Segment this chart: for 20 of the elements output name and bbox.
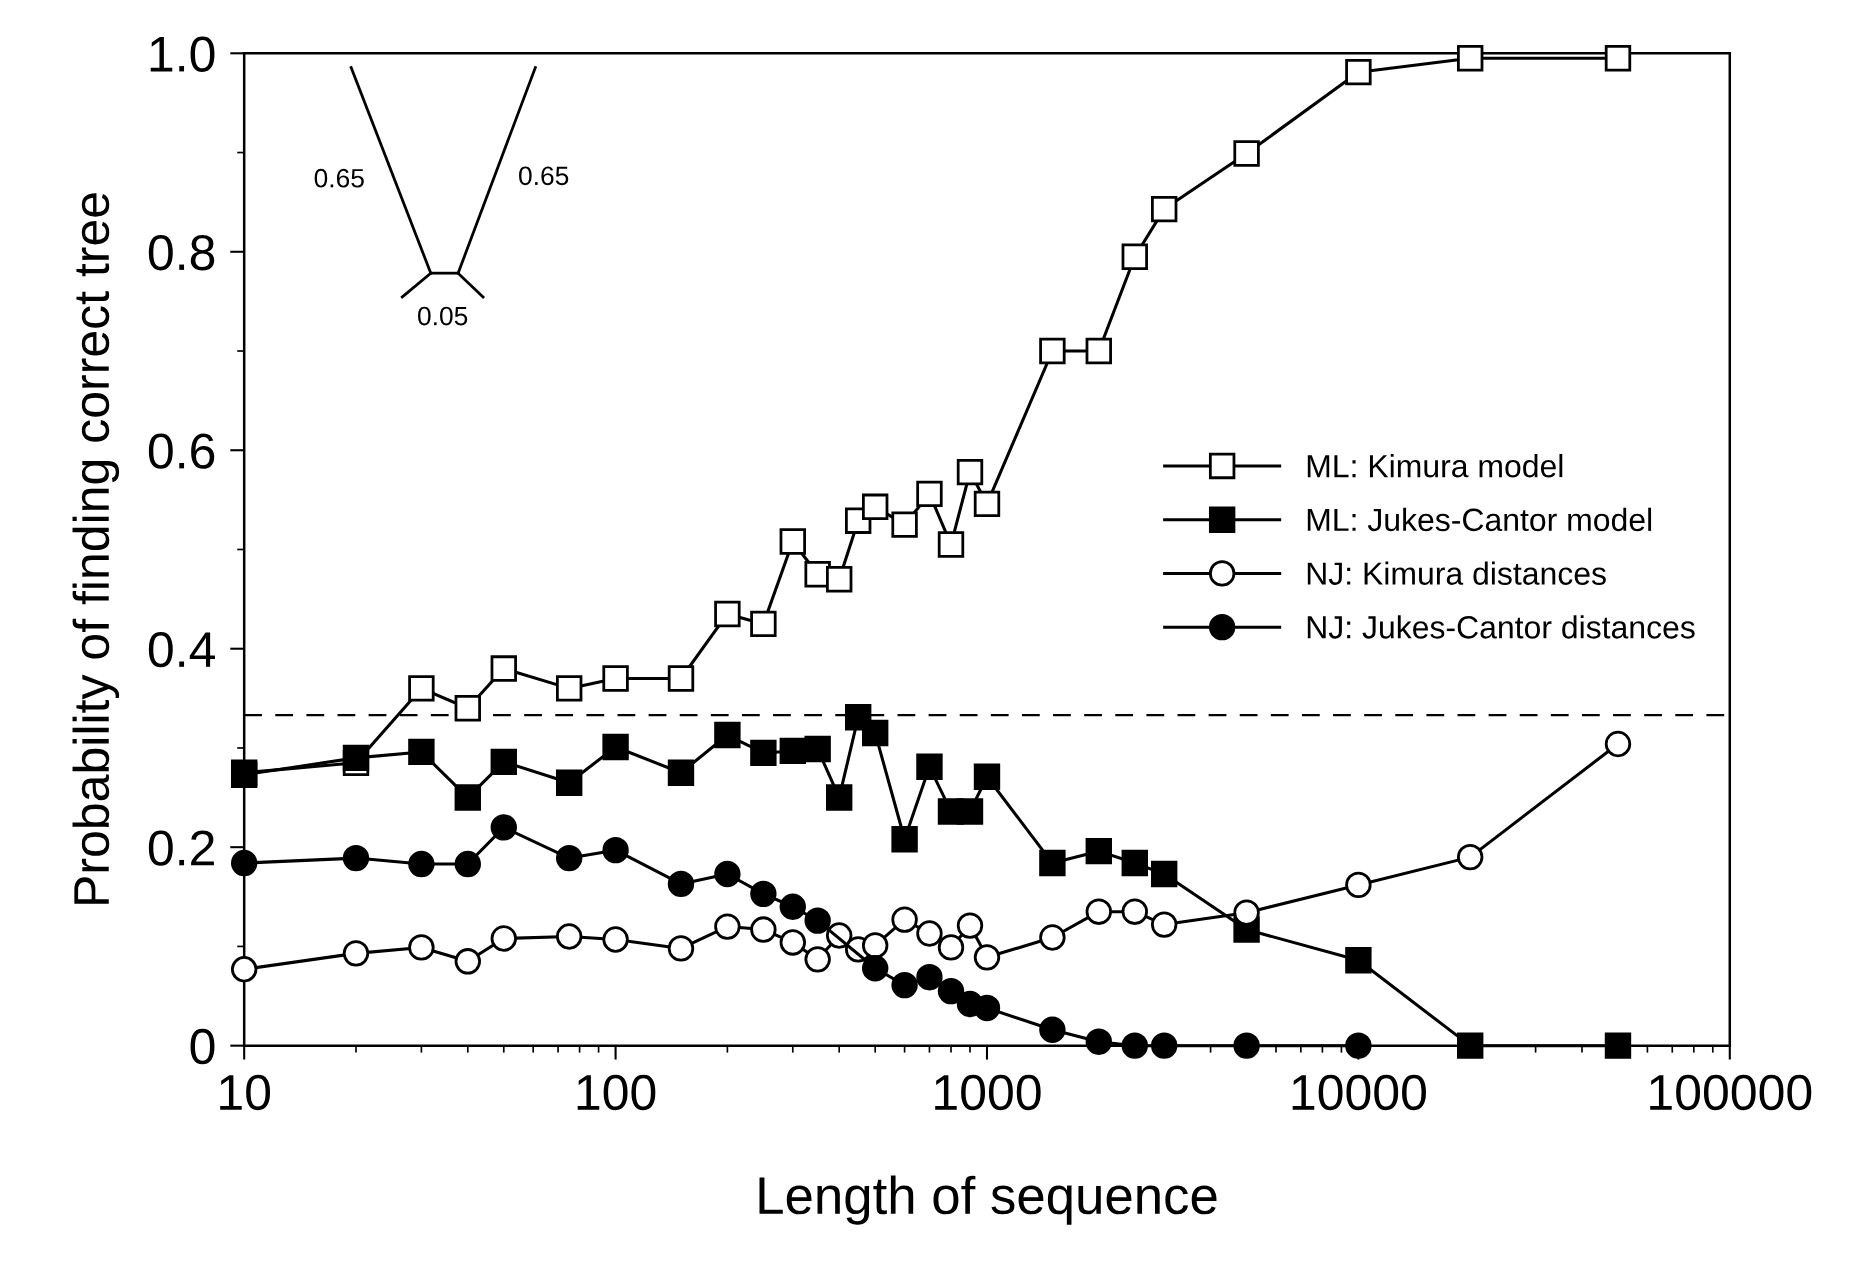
y-axis-title: Probability of finding correct tree — [72, 193, 120, 904]
legend-label: ML: Kimura model — [1307, 453, 1563, 478]
y-tick-label: 1.0 — [150, 36, 215, 72]
annotation: 0.65 — [314, 168, 364, 188]
x-tick-label: 10000 — [1292, 1074, 1426, 1111]
x-axis-title: Length of sequence — [759, 1175, 1217, 1225]
x-tick-label: 100 — [577, 1074, 656, 1111]
annotation: 0.05 — [418, 306, 468, 326]
legend-label: NJ: Kimura distances — [1307, 561, 1606, 585]
x-tick-label: 100000 — [1650, 1074, 1812, 1111]
annotation: 0.65 — [519, 166, 569, 186]
x-tick-label: 10 — [220, 1074, 271, 1111]
legend-label: NJ: Jukes-Cantor distances — [1307, 615, 1695, 639]
y-tick-label: 0.6 — [148, 433, 215, 469]
y-tick-label: 0 — [190, 1028, 215, 1065]
y-tick-label: 0.4 — [148, 631, 215, 668]
x-tick-label: 1000 — [935, 1074, 1041, 1111]
y-tick-label: 0.8 — [148, 234, 215, 271]
legend-label: ML: Jukes-Cantor model — [1307, 507, 1652, 532]
y-tick-label: 0.2 — [148, 830, 214, 866]
